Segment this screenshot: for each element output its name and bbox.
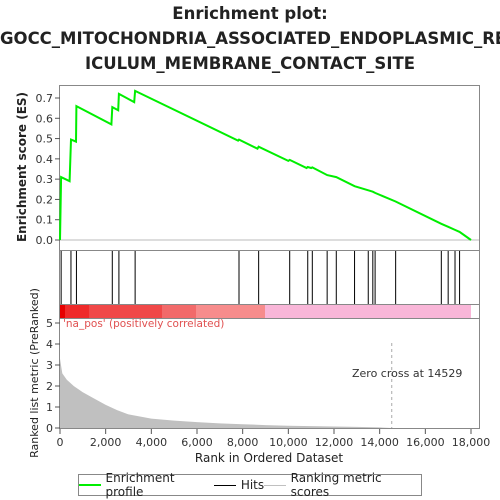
hit-marks (60, 251, 461, 304)
title-line-1: Enrichment plot: (172, 4, 328, 23)
es-y-tick-label-3: 0.3 (36, 173, 54, 186)
x-tick-label-8: 16,000 (406, 436, 445, 449)
legend-item-enrichment: Enrichment profile (79, 471, 214, 499)
x-tick-label-2: 4,000 (136, 436, 168, 449)
es-y-tick-label-2: 0.2 (36, 193, 54, 206)
x-tick-label-7: 14,000 (360, 436, 399, 449)
colorbar-seg-5 (196, 305, 265, 318)
legend-item-hits: Hits (213, 478, 265, 492)
metric-y-axis-title: Ranked list metric (PreRanked) (28, 288, 41, 458)
x-axis-title: Rank in Ordered Dataset (195, 451, 343, 465)
es-y-axis: 0.0 0.1 0.2 0.3 0.4 0.5 0.6 0.7 (36, 92, 60, 247)
x-axis: 0 2,000 4,000 6,000 8,000 10,000 12,000 14,000 1… (57, 429, 491, 449)
title-line-2: GOCC_MITOCHONDRIA_ASSOCIATED_ENDOPLASMIC… (0, 29, 500, 48)
x-tick-label-3: 6,000 (181, 436, 213, 449)
es-y-axis-title: Enrichment score (ES) (15, 92, 29, 242)
colorbar-seg-1 (60, 305, 65, 318)
x-tick-label-9: 18,000 (452, 436, 491, 449)
colorbar-seg-3 (89, 305, 162, 318)
legend-label-metric: Ranking metric scores (290, 471, 382, 499)
ranking-metric-area (60, 358, 471, 428)
legend-label-enrichment: Enrichment profile (105, 471, 175, 499)
colorbar (60, 305, 471, 318)
enrichment-plot: 0.0 0.1 0.2 0.3 0.4 0.5 0.6 0.7 0 1 2 3 4 5 Zero cro… (15, 85, 491, 465)
legend-label-hits: Hits (240, 478, 265, 492)
enrichment-profile-line (59, 89, 472, 241)
es-y-tick-label-5: 0.5 (36, 133, 54, 146)
metric-panel-frame (59, 318, 480, 429)
x-tick-label-0: 0 (57, 436, 64, 449)
metric-y-tick-label-1: 1 (46, 401, 53, 414)
metric-y-tick-label-0: 0 (46, 422, 53, 435)
x-tick-label-6: 12,000 (315, 436, 354, 449)
es-y-tick-label-0: 0.0 (36, 234, 54, 247)
metric-y-tick-label-5: 5 (46, 317, 53, 330)
metric-y-tick-label-4: 4 (46, 338, 53, 351)
x-tick-label-4: 8,000 (227, 436, 259, 449)
colorbar-seg-2 (65, 305, 89, 318)
legend-swatch-hits (213, 484, 236, 486)
legend: Enrichment profile Hits Ranking metric s… (78, 471, 422, 499)
x-tick-label-1: 2,000 (90, 436, 122, 449)
metric-y-tick-label-3: 3 (46, 359, 53, 372)
zero-cross-label: Zero cross at 14529 (352, 367, 462, 380)
title-line-3: ICULUM_MEMBRANE_CONTACT_SITE (85, 54, 415, 73)
legend-swatch-metric (264, 484, 286, 486)
es-y-tick-label-4: 0.4 (36, 153, 54, 166)
es-panel-frame (59, 85, 480, 251)
positive-correlation-label: 'na_pos' (positively correlated) (63, 318, 224, 330)
es-y-tick-label-6: 0.6 (36, 112, 54, 125)
metric-y-tick-label-2: 2 (46, 380, 53, 393)
x-tick-label-5: 10,000 (269, 436, 308, 449)
legend-item-metric: Ranking metric scores (264, 471, 421, 499)
colorbar-seg-4 (162, 305, 196, 318)
metric-y-axis: 0 1 2 3 4 5 (46, 317, 60, 435)
legend-swatch-enrichment (79, 484, 101, 486)
es-y-tick-label-1: 0.1 (36, 214, 54, 227)
colorbar-seg-6 (265, 305, 471, 318)
es-y-tick-label-7: 0.7 (36, 92, 54, 105)
hits-panel-frame (59, 250, 480, 305)
